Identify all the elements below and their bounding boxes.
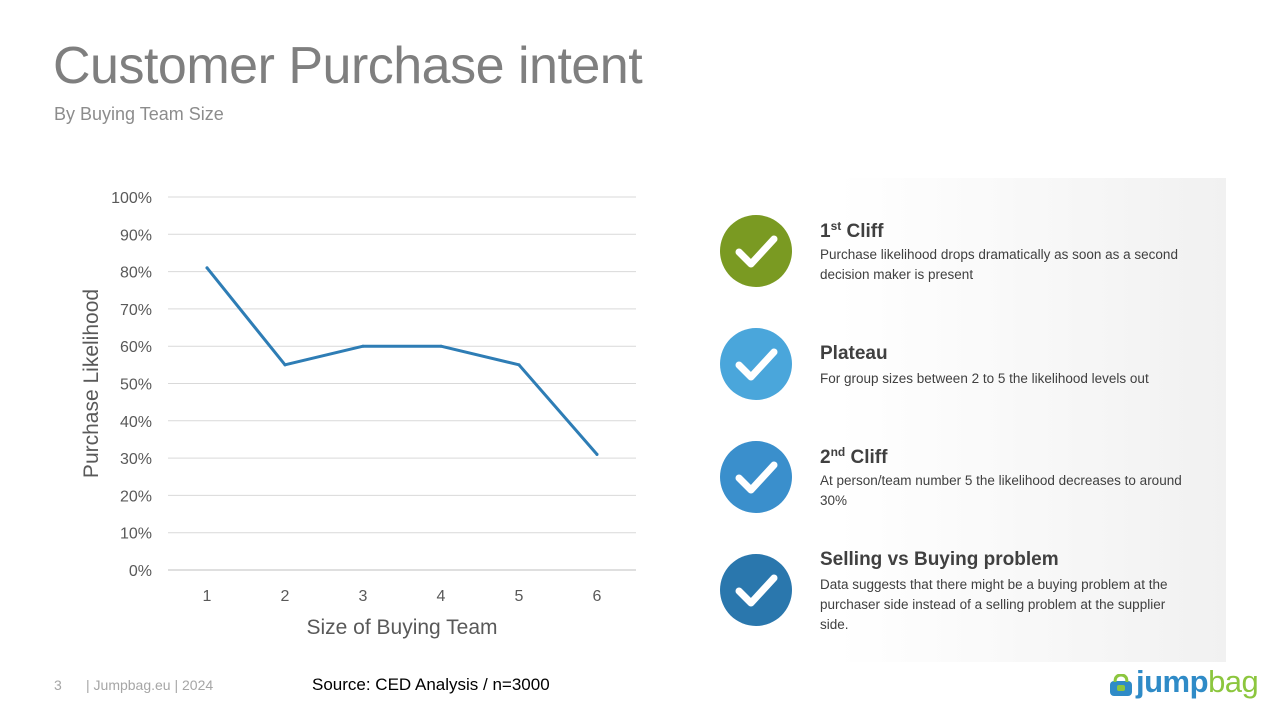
x-axis-label: Size of Buying Team [306,616,497,639]
insight-text: At person/team number 5 the likelihood d… [820,473,1182,508]
insight-title: 1st Cliff [820,219,884,242]
y-tick-label: 30% [120,451,152,468]
data-point [595,452,599,456]
insight-text: For group sizes between 2 to 5 the likel… [820,371,1149,386]
checkmark-icon [720,441,792,513]
page-subtitle: By Buying Team Size [54,104,224,124]
insight-title: Plateau [820,343,888,364]
y-axis-label: Purchase Likelihood [80,289,103,478]
y-tick-label: 40% [120,414,152,431]
y-tick-label: 20% [120,488,152,505]
bag-icon [1110,674,1132,696]
data-point [439,344,443,348]
page-title: Customer Purchase intent [53,37,643,95]
x-tick-label: 1 [203,588,212,605]
checkmark-icon [720,554,792,626]
x-tick-label: 2 [281,588,290,605]
x-tick-label: 5 [515,588,524,605]
y-tick-label: 60% [120,339,152,356]
y-tick-label: 100% [111,190,152,207]
y-tick-label: 10% [120,526,152,543]
insight-text: Purchase likelihood drops dramatically a… [820,247,1178,282]
x-tick-label: 4 [437,588,446,605]
x-tick-label: 3 [359,588,368,605]
page-number: 3 [54,677,62,693]
y-tick-label: 0% [129,563,152,580]
logo-wordmark: jumpbag [1136,664,1259,699]
insight-title: 2nd Cliff [820,445,888,468]
data-source: Source: CED Analysis / n=3000 [312,675,550,694]
y-tick-label: 80% [120,265,152,282]
footer-site: | Jumpbag.eu | 2024 [86,677,214,693]
data-point [361,344,365,348]
y-tick-label: 70% [120,302,152,319]
y-tick-label: 50% [120,377,152,394]
checkmark-icon [720,215,792,287]
checkmark-icon [720,328,792,400]
series-line [205,266,599,456]
data-point [283,363,287,367]
data-point [205,266,209,270]
jumpbag-logo: jumpbag [1108,664,1259,702]
insight-text: Data suggests that there might be a buyi… [820,577,1168,632]
purchase-likelihood-line-chart: 0% 10% 20% 30% 40% 50% 60% 70% 80% 90% 100% 1 2 3 4 5 6 S… [80,190,636,639]
insight-title: Selling vs Buying problem [820,549,1059,570]
x-tick-label: 6 [593,588,602,605]
y-tick-label: 90% [120,227,152,244]
data-point [517,363,521,367]
